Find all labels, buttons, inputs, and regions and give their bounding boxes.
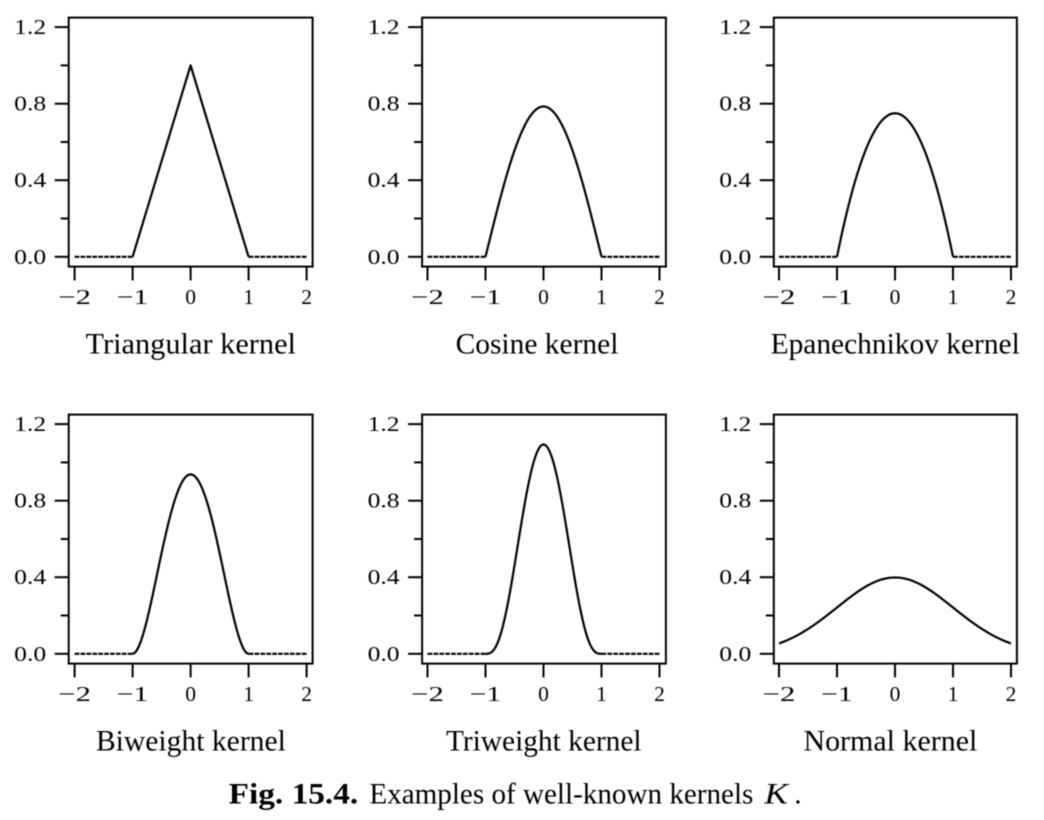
svg-text:−1: −1	[821, 285, 853, 309]
svg-text:2: 2	[1006, 682, 1017, 706]
svg-text:0.8: 0.8	[368, 489, 400, 513]
svg-text:.: .	[794, 779, 801, 811]
svg-text:0.4: 0.4	[368, 565, 400, 589]
svg-text:1: 1	[243, 682, 254, 706]
svg-text:0.4: 0.4	[719, 168, 751, 192]
svg-text:0: 0	[890, 285, 901, 309]
svg-text:1.2: 1.2	[14, 15, 46, 39]
svg-text:0: 0	[185, 682, 196, 706]
svg-text:0.4: 0.4	[719, 565, 751, 589]
svg-text:Biweight kernel: Biweight kernel	[96, 725, 286, 758]
svg-text:1.2: 1.2	[368, 412, 400, 436]
svg-text:−2: −2	[411, 682, 444, 706]
svg-text:0: 0	[538, 285, 549, 309]
svg-text:0.0: 0.0	[14, 245, 46, 269]
svg-text:−2: −2	[763, 285, 796, 309]
svg-text:Examples of well-known kernels: Examples of well-known kernels	[369, 779, 753, 811]
svg-text:Triweight kernel: Triweight kernel	[446, 725, 642, 758]
svg-text:0.0: 0.0	[368, 642, 400, 666]
svg-text:0.8: 0.8	[719, 489, 751, 513]
svg-text:−2: −2	[411, 285, 444, 309]
svg-text:−2: −2	[58, 285, 91, 309]
svg-text:−1: −1	[470, 285, 502, 309]
svg-text:Fig. 15.4.: Fig. 15.4.	[229, 779, 359, 811]
svg-text:−1: −1	[117, 682, 149, 706]
svg-text:0.8: 0.8	[14, 92, 46, 116]
svg-text:2: 2	[1006, 285, 1017, 309]
svg-text:0.4: 0.4	[368, 168, 400, 192]
svg-text:2: 2	[654, 285, 665, 309]
svg-text:1.2: 1.2	[368, 15, 400, 39]
svg-text:1: 1	[948, 682, 959, 706]
svg-text:0.0: 0.0	[719, 642, 751, 666]
svg-text:Epanechnikov kernel: Epanechnikov kernel	[771, 328, 1020, 361]
svg-text:0: 0	[538, 682, 549, 706]
svg-text:1.2: 1.2	[719, 412, 751, 436]
svg-text:−2: −2	[763, 682, 796, 706]
svg-text:0.8: 0.8	[368, 92, 400, 116]
svg-text:0.8: 0.8	[14, 489, 46, 513]
svg-text:1: 1	[243, 285, 254, 309]
svg-text:2: 2	[301, 285, 312, 309]
svg-text:−1: −1	[470, 682, 502, 706]
svg-text:Triangular kernel: Triangular kernel	[86, 328, 297, 361]
svg-text:0.0: 0.0	[719, 245, 751, 269]
svg-text:0: 0	[890, 682, 901, 706]
svg-text:Cosine kernel: Cosine kernel	[456, 328, 619, 361]
svg-text:0.0: 0.0	[14, 642, 46, 666]
svg-text:1: 1	[596, 682, 607, 706]
svg-text:1.2: 1.2	[719, 15, 751, 39]
svg-text:0.8: 0.8	[719, 92, 751, 116]
svg-text:2: 2	[301, 682, 312, 706]
svg-text:0.4: 0.4	[14, 565, 46, 589]
svg-text:K: K	[763, 779, 789, 811]
svg-text:1: 1	[596, 285, 607, 309]
svg-text:Normal kernel: Normal kernel	[803, 725, 977, 758]
svg-text:−1: −1	[821, 682, 853, 706]
svg-text:1.2: 1.2	[14, 412, 46, 436]
svg-text:2: 2	[654, 682, 665, 706]
svg-text:0: 0	[185, 285, 196, 309]
svg-text:0.4: 0.4	[14, 168, 46, 192]
svg-text:0.0: 0.0	[368, 245, 400, 269]
svg-text:1: 1	[948, 285, 959, 309]
svg-text:−1: −1	[117, 285, 149, 309]
svg-text:−2: −2	[58, 682, 91, 706]
